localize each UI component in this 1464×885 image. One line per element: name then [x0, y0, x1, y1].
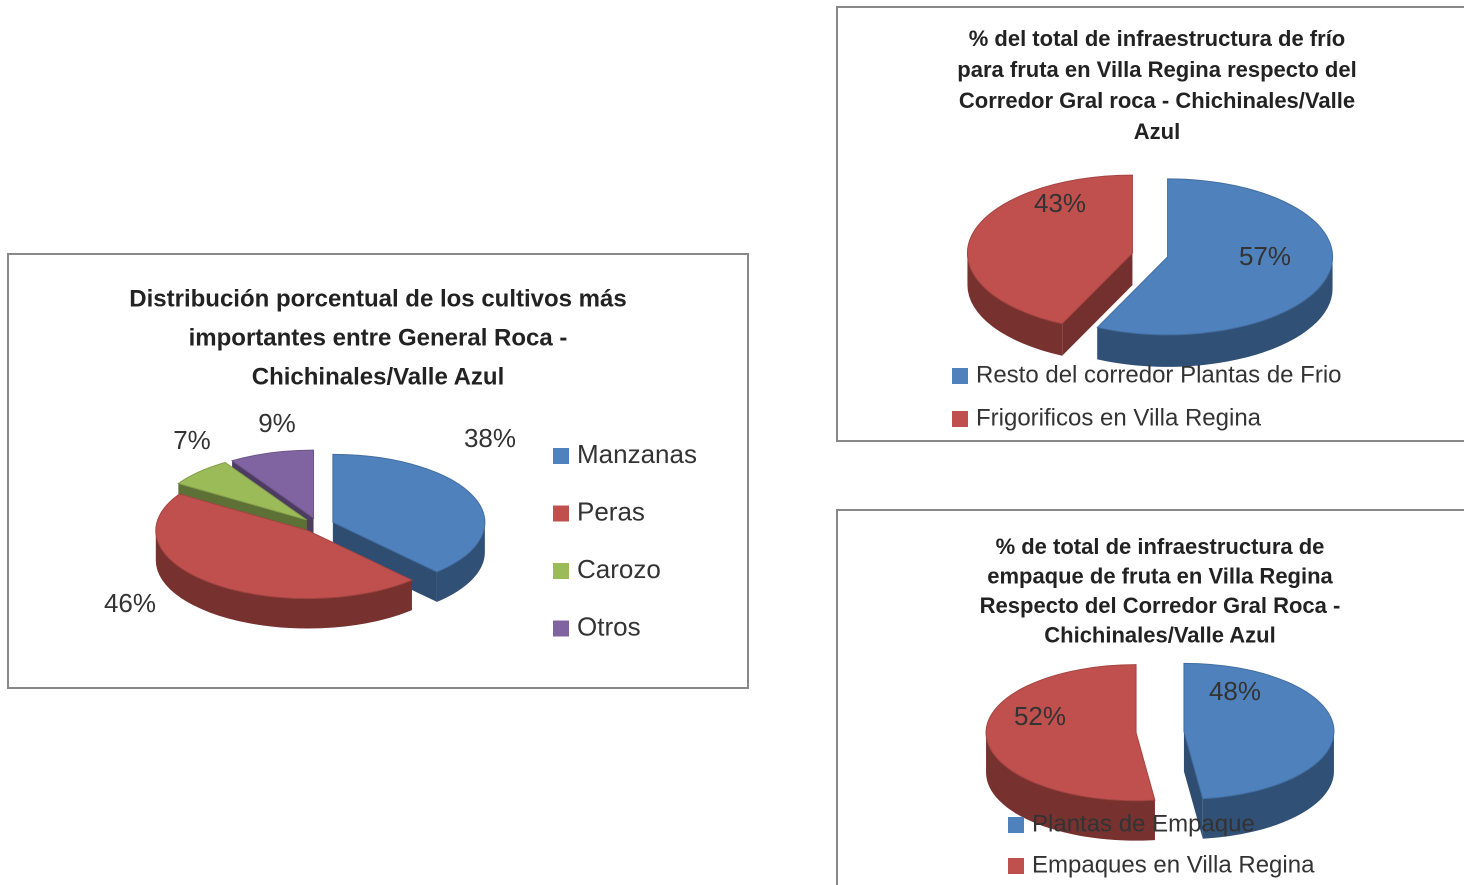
slice-top — [155, 493, 414, 600]
slice-top — [177, 461, 307, 521]
slice-top — [1183, 662, 1335, 800]
slice-side — [1202, 731, 1334, 839]
legend-swatch — [1008, 817, 1024, 833]
chart-title: importantes entre General Roca - — [189, 324, 568, 351]
pie-slice — [985, 664, 1156, 841]
pie-slice — [966, 174, 1133, 356]
legend-label: Manzanas — [577, 439, 697, 469]
legend-label: Plantas de Empaque — [1032, 810, 1255, 837]
chart-title: Azul — [1134, 119, 1180, 144]
chart-title: Chichinales/Valle Azul — [1044, 622, 1275, 647]
legend-swatch — [553, 448, 569, 464]
slice-top — [966, 174, 1133, 325]
slice-side — [986, 732, 1155, 841]
legend-swatch — [952, 411, 968, 427]
legend-swatch — [553, 563, 569, 579]
chart-title: Distribución porcentual de los cultivos … — [129, 285, 626, 312]
legend-label: Carozo — [577, 554, 661, 584]
data-label: 46% — [104, 588, 156, 618]
legend-swatch — [553, 620, 569, 637]
slice-top — [230, 449, 315, 520]
slice-top — [1096, 178, 1333, 336]
data-label: 9% — [258, 408, 296, 438]
slice-wall — [1062, 253, 1133, 356]
chart-title: Chichinales/Valle Azul — [252, 363, 505, 390]
pie-slice — [155, 493, 414, 629]
slice-side — [967, 253, 1063, 356]
legend-label: Resto del corredor Plantas de Frio — [976, 361, 1342, 388]
chart-frame — [836, 6, 1464, 442]
data-label: 48% — [1209, 676, 1261, 706]
pie-slice — [1183, 662, 1335, 839]
slice-side — [1097, 256, 1333, 367]
legend-label: Otros — [577, 611, 641, 641]
slice-top — [332, 453, 486, 573]
pie-slice — [1096, 178, 1333, 367]
legend-swatch — [1008, 858, 1024, 874]
slice-side — [155, 530, 412, 629]
data-label: 52% — [1014, 701, 1066, 731]
legend-swatch — [553, 505, 569, 522]
chart-title: Respecto del Corredor Gral Roca - — [980, 593, 1341, 618]
legend-swatch — [952, 368, 968, 384]
chart-title: % del total de infraestructura de frío — [969, 26, 1346, 51]
legend-label: Empaques en Villa Regina — [1032, 851, 1315, 878]
data-label: 7% — [173, 425, 211, 455]
chart-title: para fruta en Villa Regina respecto del — [957, 57, 1356, 82]
slice-wall — [1183, 731, 1203, 839]
chart-title: empaque de fruta en Villa Regina — [987, 563, 1333, 588]
legend-label: Frigorificos en Villa Regina — [976, 404, 1262, 431]
chart-title: Corredor Gral roca - Chichinales/Valle — [959, 88, 1355, 113]
data-label: 38% — [464, 423, 516, 453]
slice-side — [436, 522, 485, 602]
data-label: 43% — [1034, 188, 1086, 218]
data-label: 57% — [1239, 241, 1291, 271]
slice-top — [985, 664, 1156, 802]
legend-label: Peras — [577, 496, 645, 526]
chart-title: % de total de infraestructura de — [996, 534, 1325, 559]
